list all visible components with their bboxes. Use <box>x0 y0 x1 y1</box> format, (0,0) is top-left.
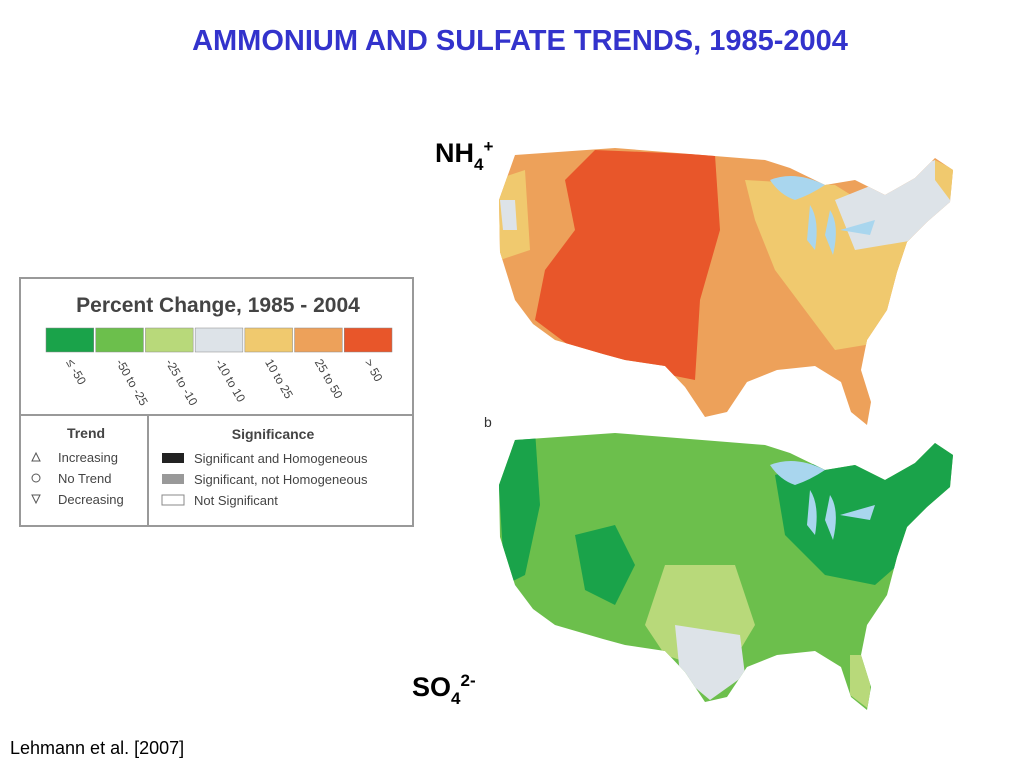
legend-swatch <box>344 327 393 353</box>
legend-swatch <box>95 327 144 353</box>
trend-item: Decreasing <box>58 492 124 507</box>
so4-label: SO42- <box>412 671 476 708</box>
significance-item: Significant and Homogeneous <box>194 451 368 466</box>
panel-label: b <box>484 414 492 430</box>
trend-item: No Trend <box>58 471 111 486</box>
trend-header: Trend <box>67 425 105 441</box>
svg-text:SO42-: SO42- <box>412 671 476 708</box>
nh4-map <box>499 148 953 425</box>
citation: Lehmann et al. [2007] <box>10 738 184 758</box>
legend: Percent Change, 1985 - 2004 ≤ -50 -50 to … <box>19 277 414 527</box>
legend-swatch <box>194 327 244 353</box>
significance-item: Significant, not Homogeneous <box>194 472 368 487</box>
legend-swatch <box>145 327 194 353</box>
legend-swatch <box>294 327 343 353</box>
title: AMMONIUM AND SULFATE TRENDS, 1985-2004 <box>192 25 848 57</box>
so4-map <box>499 433 953 710</box>
svg-text:NH4+: NH4+ <box>435 137 493 174</box>
legend-title: Percent Change, 1985 - 2004 <box>76 294 360 317</box>
legend-swatch <box>45 327 94 353</box>
significance-header: Significance <box>232 426 315 442</box>
legend-swatch <box>244 327 293 353</box>
trend-item: Increasing <box>58 450 118 465</box>
significance-item: Not Significant <box>194 493 278 508</box>
nh4-label: NH4+ <box>435 137 493 174</box>
